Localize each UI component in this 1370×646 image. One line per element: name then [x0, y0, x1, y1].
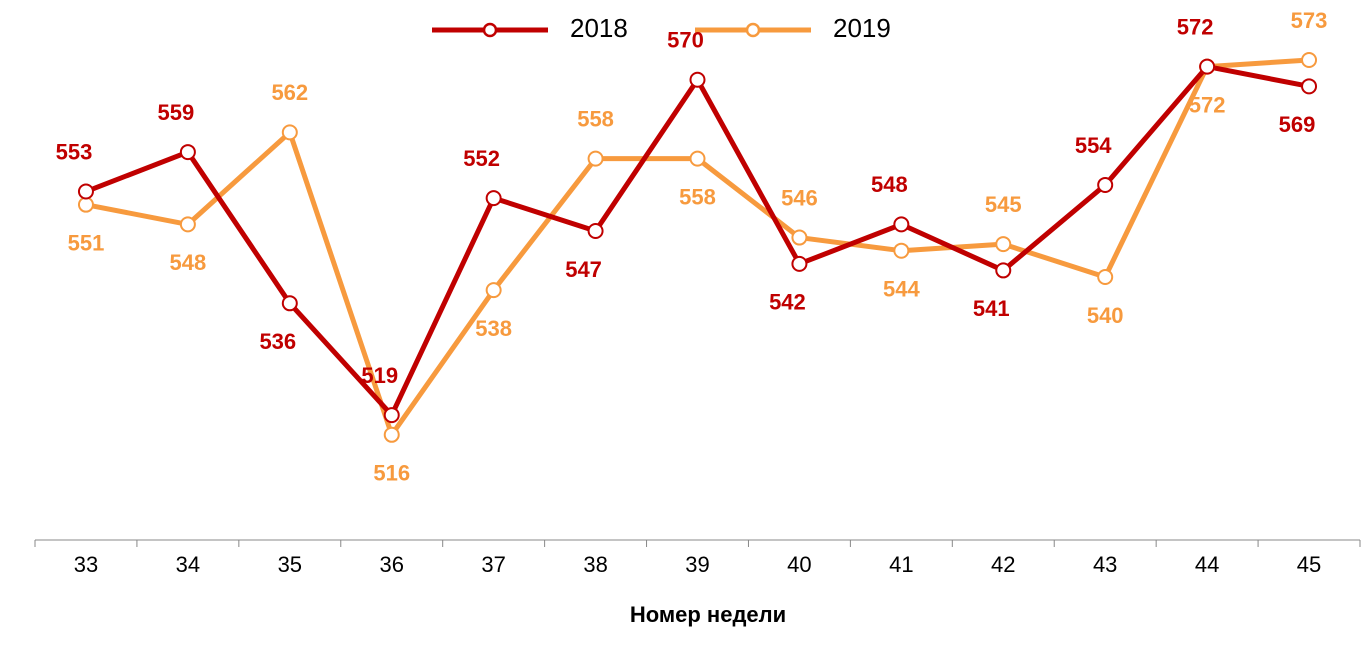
data-label: 545 [985, 192, 1022, 217]
data-label: 548 [170, 250, 207, 275]
point [77, 196, 94, 213]
data-label: 558 [577, 106, 614, 131]
data-label: 536 [259, 329, 296, 354]
data-label: 546 [781, 185, 818, 210]
point [1301, 52, 1318, 69]
point [587, 222, 604, 239]
data-label: 538 [475, 316, 512, 341]
x-tick-label: 42 [991, 552, 1015, 577]
series-line [85, 64, 1310, 418]
data-label: 558 [679, 184, 716, 209]
data-label: 572 [1189, 92, 1226, 117]
point [995, 236, 1012, 253]
point [281, 124, 298, 141]
point [1097, 269, 1114, 285]
data-label: 542 [769, 290, 806, 315]
legend-marker [482, 22, 498, 38]
point [791, 255, 808, 272]
point [1097, 176, 1114, 193]
x-tick-label: 35 [278, 552, 302, 577]
data-label: 548 [871, 172, 908, 197]
point [179, 144, 196, 161]
point [995, 262, 1012, 279]
series-line [85, 57, 1310, 438]
data-label: 572 [1177, 14, 1214, 39]
data-label: 554 [1075, 133, 1112, 158]
legend-label: 2018 [570, 13, 628, 43]
point [383, 407, 400, 424]
data-label: 551 [68, 230, 105, 255]
x-tick-label: 37 [481, 552, 505, 577]
point [587, 150, 604, 167]
x-tick-label: 44 [1195, 552, 1219, 577]
point [485, 190, 502, 207]
point [485, 282, 502, 299]
point [689, 71, 706, 88]
point [689, 150, 706, 167]
x-tick-label: 41 [889, 552, 913, 577]
point [281, 295, 298, 312]
x-tick-label: 39 [685, 552, 709, 577]
point [179, 216, 196, 233]
data-label: 562 [271, 80, 308, 105]
x-tick-label: 40 [787, 552, 811, 577]
point [893, 242, 910, 259]
point [893, 216, 910, 233]
point [1301, 78, 1318, 95]
data-label: 559 [158, 100, 195, 125]
data-label: 516 [373, 461, 410, 486]
x-tick-label: 33 [74, 552, 98, 577]
data-label: 569 [1279, 112, 1316, 137]
x-tick-label: 45 [1297, 552, 1321, 577]
point [77, 183, 94, 200]
data-label: 570 [667, 28, 704, 53]
data-label: 544 [883, 277, 920, 302]
point [791, 229, 808, 246]
legend-label: 2019 [833, 13, 891, 43]
data-label: 552 [463, 146, 500, 171]
legend-marker [745, 22, 761, 38]
data-label: 540 [1087, 303, 1124, 328]
point [1199, 58, 1216, 75]
x-tick-label: 38 [583, 552, 607, 577]
data-label: 553 [56, 139, 93, 164]
x-tick-label: 43 [1093, 552, 1117, 577]
data-label: 547 [565, 257, 602, 282]
x-axis-label: Номер недели [630, 602, 786, 627]
data-label: 573 [1291, 8, 1328, 33]
data-label: 541 [973, 296, 1010, 321]
x-tick-label: 34 [176, 552, 200, 577]
data-label: 519 [361, 363, 398, 388]
x-tick-label: 36 [379, 552, 403, 577]
point [383, 426, 400, 443]
